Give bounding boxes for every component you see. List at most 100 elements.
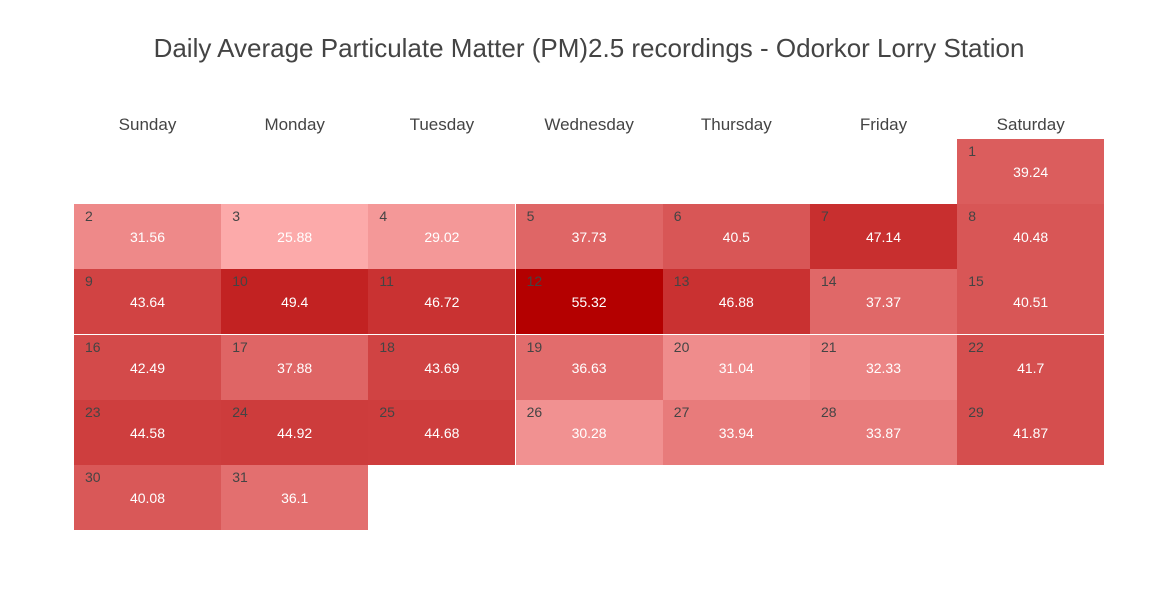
day-number: 26 [526,403,543,420]
day-value-label: 33.94 [718,424,754,441]
day-value-label: 46.72 [424,294,460,311]
day-value-label: 37.37 [865,294,902,311]
day-number: 2 [85,208,93,225]
day-value-label: 29.02 [424,229,460,246]
day-number: 9 [85,273,93,290]
day-cell: 30 40.08 [74,465,221,530]
day-number: 30 [85,469,101,485]
day-value-label: 44.68 [424,424,460,441]
day-cell: 9 43.64 [74,269,221,335]
day-value-label: 31.04 [718,359,754,376]
day-value-label: 32.33 [865,359,902,376]
day-number: 6 [673,208,682,225]
day-number: 16 [85,338,101,355]
day-number: 20 [673,338,690,355]
day-cell: 14 37.37 [810,269,957,335]
day-cell: 28 33.87 [810,399,957,465]
weekday-label-friday: Friday [859,115,908,134]
day-value-label: 47.14 [865,229,902,246]
day-value-label: 37.73 [571,229,607,246]
day-value-label: 44.92 [277,424,313,441]
day-value-label: 36.63 [571,359,607,376]
day-number: 29 [968,403,984,420]
day-cell: 21 32.33 [810,334,957,400]
day-number: 18 [379,338,395,355]
day-value-label: 30.28 [571,424,607,441]
day-cell: 19 36.63 [515,334,663,400]
day-cell: 17 37.88 [221,334,369,400]
day-cell: 5 37.73 [515,204,663,270]
day-number: 23 [85,403,101,420]
day-cell: 4 29.02 [368,204,516,270]
day-cell: 24 44.92 [221,399,369,465]
day-cell: 13 46.88 [662,269,810,335]
weekday-label-wednesday: Wednesday [544,115,634,134]
day-value-label: 46.88 [718,294,754,311]
day-value-label: 31.56 [129,229,166,246]
day-value-label: 36.1 [281,490,309,506]
day-value-label: 43.64 [129,294,166,311]
day-cell: 7 47.14 [810,204,957,270]
weekday-label-saturday: Saturday [996,115,1065,134]
day-number: 5 [526,208,535,225]
day-value-label: 40.08 [129,490,166,506]
day-cell: 3 25.88 [221,204,369,270]
day-number: 21 [821,338,837,355]
day-cell: 18 43.69 [368,334,516,400]
day-number: 19 [526,338,543,355]
day-number: 8 [968,208,976,225]
day-cell: 6 40.5 [662,204,810,270]
day-value-label: 44.58 [129,424,166,441]
day-cell: 26 30.28 [515,399,663,465]
day-value-label: 40.5 [722,229,750,246]
day-number: 10 [232,273,248,290]
day-number: 25 [379,403,395,420]
day-number: 24 [232,403,248,420]
day-cell: 1 39.24 [957,139,1105,204]
day-number: 14 [821,273,837,290]
day-cell: 12 55.32 [515,269,663,335]
day-cell: 29 41.87 [957,399,1105,465]
day-cell: 27 33.94 [662,399,810,465]
day-cell: 16 42.49 [74,334,221,400]
day-number: 4 [379,208,388,225]
day-value-label: 41.7 [1017,359,1045,376]
day-number: 15 [968,273,984,290]
day-number: 12 [526,273,543,290]
day-number: 28 [821,403,837,420]
day-number: 27 [673,403,690,420]
day-cell: 2 31.56 [74,204,221,270]
day-cell: 23 44.58 [74,399,221,465]
weekday-label-thursday: Thursday [700,115,772,134]
day-value-label: 33.87 [865,424,902,441]
day-number: 11 [379,273,394,290]
day-cell: 8 40.48 [957,204,1105,270]
day-value-label: 40.51 [1013,294,1049,311]
day-value-label: 37.88 [277,359,313,376]
weekday-label-sunday: Sunday [118,115,177,134]
day-cell: 22 41.7 [957,334,1105,400]
day-value-label: 39.24 [1013,164,1049,180]
day-number: 31 [232,469,248,485]
day-value-label: 25.88 [277,229,313,246]
day-cell: 15 40.51 [957,269,1105,335]
day-cell: 20 31.04 [662,334,810,400]
day-number: 1 [968,143,976,159]
day-value-label: 40.48 [1013,229,1049,246]
day-value-label: 42.49 [129,359,166,376]
day-number: 22 [968,338,984,355]
day-cell: 10 49.4 [221,269,369,335]
day-number: 7 [821,208,829,225]
day-value-label: 55.32 [571,294,607,311]
chart-title: Daily Average Particulate Matter (PM)2.5… [153,33,1025,63]
weekday-label-monday: Monday [264,115,325,134]
day-value-label: 43.69 [424,359,460,376]
day-number: 3 [232,208,240,225]
day-value-label: 41.87 [1013,424,1049,441]
day-number: 17 [232,338,248,355]
day-cell: 11 46.72 [368,269,516,335]
weekday-label-tuesday: Tuesday [409,115,475,134]
day-number: 13 [673,273,690,290]
day-value-label: 49.4 [281,294,309,311]
day-cell: 25 44.68 [368,399,516,465]
